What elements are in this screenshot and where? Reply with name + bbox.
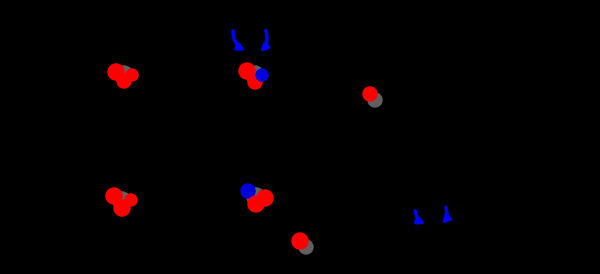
Circle shape bbox=[363, 87, 377, 101]
Circle shape bbox=[108, 64, 124, 80]
Circle shape bbox=[256, 69, 268, 81]
Circle shape bbox=[368, 93, 382, 107]
Circle shape bbox=[126, 69, 138, 81]
Circle shape bbox=[257, 190, 273, 206]
Circle shape bbox=[106, 188, 122, 204]
Circle shape bbox=[292, 233, 308, 249]
Circle shape bbox=[241, 184, 255, 198]
Circle shape bbox=[114, 200, 130, 216]
Circle shape bbox=[115, 66, 133, 84]
Circle shape bbox=[239, 63, 255, 79]
Circle shape bbox=[113, 192, 131, 210]
Circle shape bbox=[246, 66, 264, 84]
Circle shape bbox=[125, 194, 137, 206]
Circle shape bbox=[248, 75, 262, 89]
Circle shape bbox=[247, 188, 265, 206]
Circle shape bbox=[117, 74, 131, 88]
Circle shape bbox=[299, 240, 313, 254]
Circle shape bbox=[248, 196, 264, 212]
